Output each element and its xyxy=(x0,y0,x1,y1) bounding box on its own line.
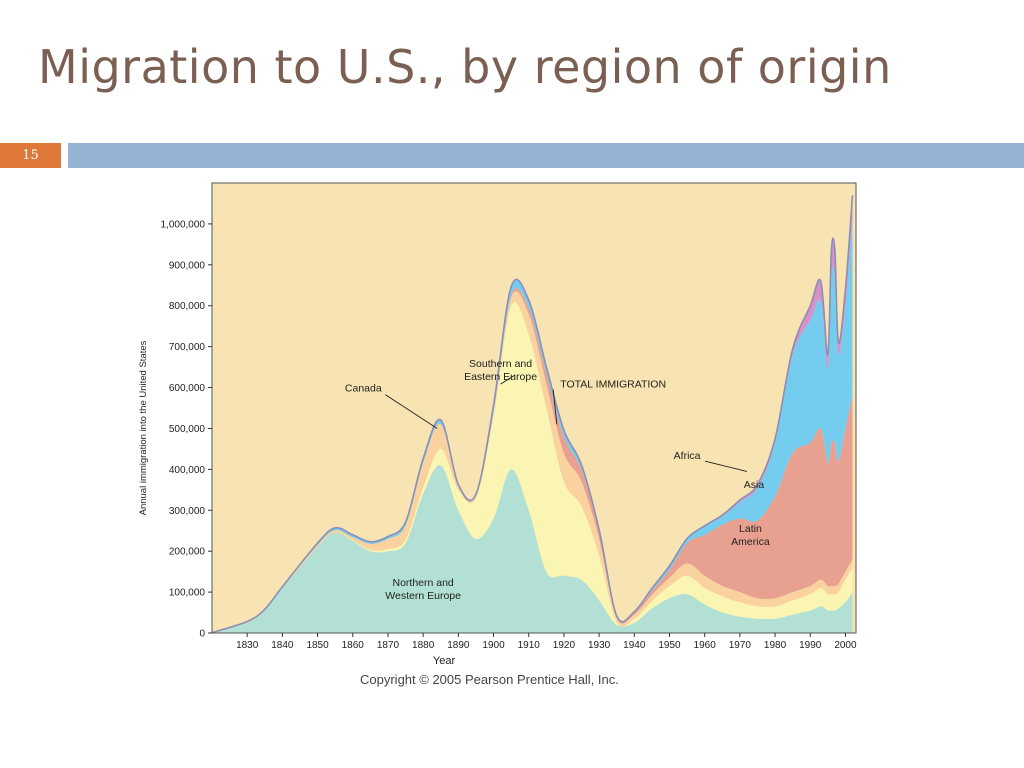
x-tick-label: 1890 xyxy=(447,640,470,651)
total-immigration-line xyxy=(211,195,854,634)
axes: 0 100,000 200,000 300,000 400,000 500,000 600,… xyxy=(138,182,857,667)
annotation-text: Northern and xyxy=(392,577,453,589)
y-tick-label: 600,000 xyxy=(169,383,206,394)
x-tick-label: 1990 xyxy=(799,640,822,651)
area-southern-and-eastern-europe xyxy=(212,301,853,633)
x-tick-label: 1880 xyxy=(412,640,435,651)
copyright-notice: Copyright © 2005 Pearson Prentice Hall, … xyxy=(360,672,619,687)
annotation-africa: Africa xyxy=(674,450,748,472)
x-tick-label: 1870 xyxy=(377,640,400,651)
x-tick-label: 1970 xyxy=(729,640,752,651)
annotation-leader xyxy=(500,374,515,385)
annotation-text: Canada xyxy=(345,383,382,395)
annotation-text: TOTAL IMMIGRATION xyxy=(560,379,666,391)
x-tick-label: 1830 xyxy=(236,640,259,651)
x-tick-label: 1930 xyxy=(588,640,611,651)
y-tick-label: 1,000,000 xyxy=(161,219,206,230)
immigration-chart: 0 100,000 200,000 300,000 400,000 500,000 600,… xyxy=(138,182,857,667)
header-bar xyxy=(68,143,1024,168)
annotation-canada: Canada xyxy=(345,383,438,429)
x-tick-label: 1960 xyxy=(694,640,717,651)
annotation-text: Eastern Europe xyxy=(464,371,537,383)
annotation-text: Asia xyxy=(744,479,765,491)
slide-number: 15 xyxy=(0,143,61,168)
annotation-asia: Asia xyxy=(744,479,765,491)
x-tick-label: 2000 xyxy=(834,640,857,651)
x-tick-label: 1840 xyxy=(271,640,294,651)
y-tick-label: 700,000 xyxy=(169,342,206,353)
x-tick-label: 1860 xyxy=(342,640,365,651)
area-northern-and-western-europe xyxy=(212,465,853,633)
y-tick-label: 900,000 xyxy=(169,260,206,271)
annotation-leader xyxy=(704,460,748,472)
x-tick-label: 1950 xyxy=(658,640,681,651)
plot-frame xyxy=(211,182,857,634)
y-tick-label: 300,000 xyxy=(169,506,206,517)
x-tick-label: 1850 xyxy=(306,640,329,651)
annotation-leader xyxy=(552,389,558,425)
area-canada xyxy=(212,291,853,633)
y-tick-label: 0 xyxy=(199,629,205,640)
annotation-text: Africa xyxy=(674,450,701,462)
annotation-text: Western Europe xyxy=(385,590,461,602)
annotation-text: Latin xyxy=(739,523,762,535)
x-tick-label: 1920 xyxy=(553,640,576,651)
plot-area xyxy=(211,183,856,634)
annotation-leader xyxy=(385,394,438,429)
x-tick-label: 1940 xyxy=(623,640,646,651)
annotation-text: Southern and xyxy=(469,358,532,370)
y-tick-label: 400,000 xyxy=(169,465,206,476)
x-tick-label: 1910 xyxy=(518,640,541,651)
y-tick-label: 200,000 xyxy=(169,547,206,558)
x-axis-label: Year xyxy=(433,655,456,667)
y-axis-label: Annual immigration into the United State… xyxy=(138,340,149,515)
slide-title: Migration to U.S., by region of origin xyxy=(38,40,892,94)
area-latin-america xyxy=(212,288,853,633)
y-tick-label: 500,000 xyxy=(169,424,206,435)
x-tick-label: 1900 xyxy=(482,640,505,651)
x-tick-label: 1980 xyxy=(764,640,787,651)
y-tick-label: 100,000 xyxy=(169,588,206,599)
y-tick-label: 800,000 xyxy=(169,301,206,312)
annotation-text: America xyxy=(731,536,770,548)
annotation-total-immigration: TOTAL IMMIGRATION xyxy=(552,379,666,425)
